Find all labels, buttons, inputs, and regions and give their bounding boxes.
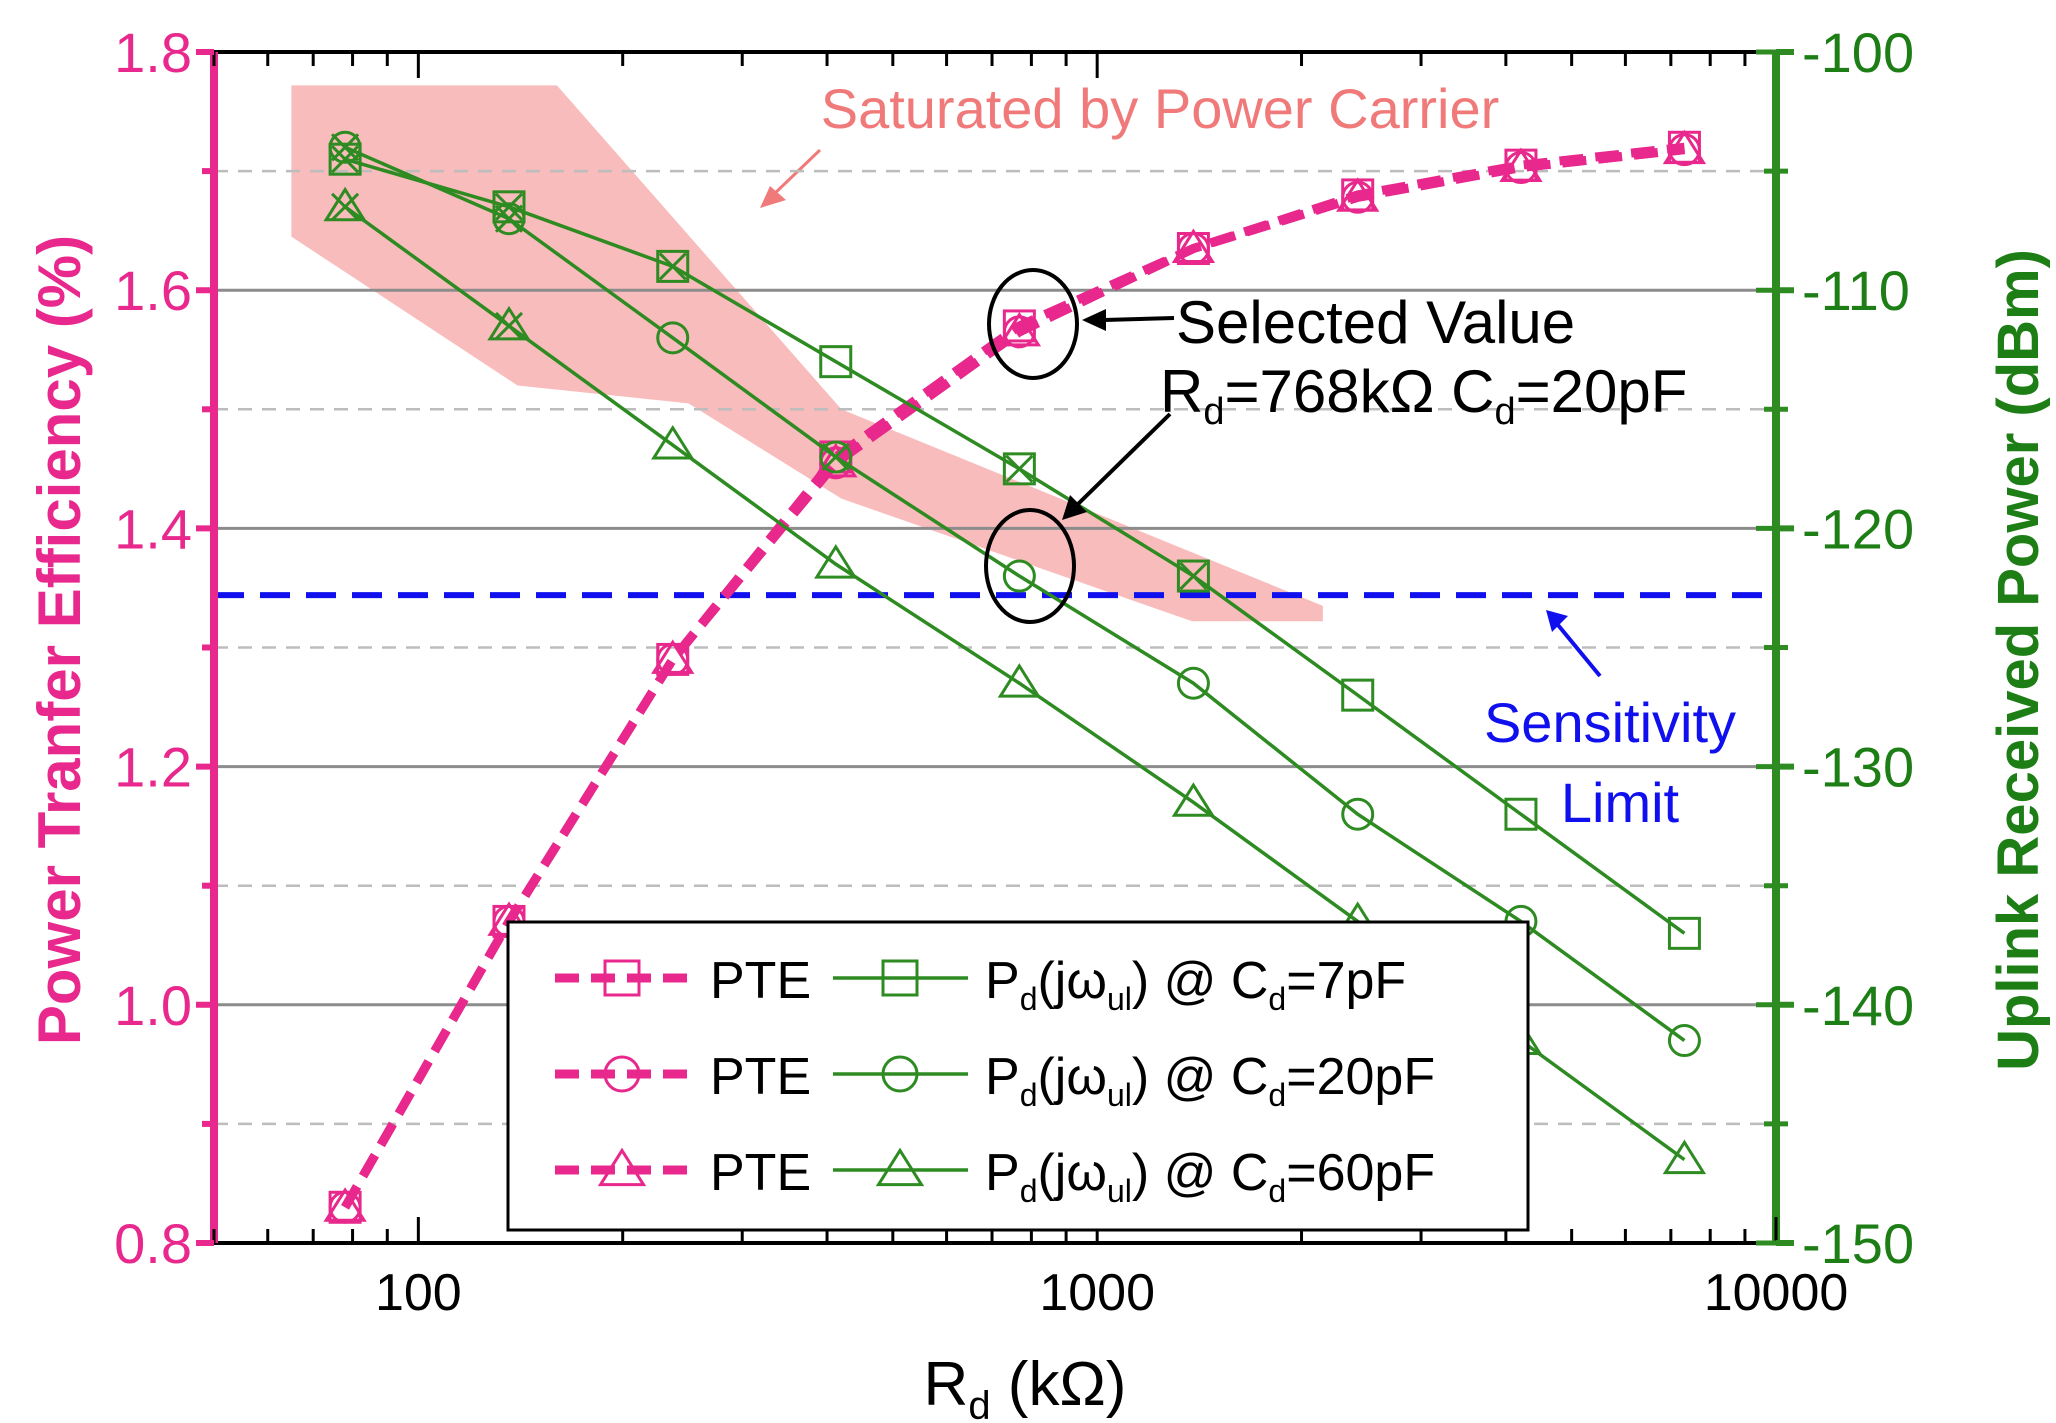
- series-5-point: [656, 321, 690, 355]
- saturated-cross-marker: [821, 442, 850, 472]
- series-3-point: [1171, 228, 1216, 263]
- legend-pte-marker: [603, 959, 641, 997]
- series-3-point: [323, 1187, 367, 1222]
- x-tick-label: 100: [375, 1264, 462, 1322]
- y-left-tick-label: 0.8: [114, 1212, 192, 1275]
- y-right-tick-label: -120: [1802, 497, 1914, 560]
- x-axis-title: Rd (kΩ): [924, 1350, 1127, 1423]
- selected-arrow-2-head: [1062, 495, 1087, 520]
- series-4-point: [1667, 916, 1701, 950]
- series-6-point: [1171, 782, 1216, 817]
- series-4-point: [1002, 452, 1036, 486]
- y-left-tick-label: 1.0: [114, 974, 192, 1037]
- selected-pte-ellipse: [987, 268, 1079, 380]
- series-6-point: [487, 305, 531, 341]
- y-axis-title-left: Power Tranfer Efficiency (%): [26, 235, 93, 1045]
- series-3-point: [997, 311, 1042, 347]
- series-3-point: [1499, 147, 1543, 182]
- legend-pd-label-1: Pd(jωul) @ Cd=7pF: [985, 952, 1406, 1017]
- saturated-cross-marker: [1179, 561, 1208, 591]
- saturated-cross-marker: [331, 192, 360, 221]
- selected-value-label: Selected Value: [1176, 289, 1575, 356]
- series-3-point: [651, 639, 695, 674]
- selected-arrow-2-shaft: [1075, 412, 1172, 507]
- sensitivity-arrow-head: [1546, 610, 1568, 632]
- y-right-tick-label: -140: [1802, 974, 1914, 1037]
- y-left-tick-label: 1.2: [114, 736, 192, 799]
- saturated-cross-marker: [331, 145, 360, 174]
- annotation-shapes: [984, 268, 1175, 624]
- legend-pte-label-2: PTE: [710, 1048, 811, 1106]
- series-5-point: [819, 440, 853, 474]
- y-right-tick-label: -110: [1802, 259, 1910, 322]
- y-left-tick-label: 1.4: [114, 497, 192, 560]
- saturation-region: [291, 85, 1323, 622]
- series-5-point: [1002, 559, 1036, 593]
- legend-pte-label-1: PTE: [710, 952, 811, 1010]
- legend-pd-marker: [875, 1147, 925, 1187]
- saturated-arrow-head: [760, 186, 786, 208]
- legend-pd-label-2: Pd(jωul) @ Cd=20pF: [985, 1048, 1435, 1113]
- saturated-cross-marker: [331, 133, 360, 162]
- series-4-point: [1504, 797, 1538, 831]
- y-left-tick-label: 1.6: [114, 259, 192, 322]
- series-3-point: [1336, 177, 1380, 212]
- series-5-point: [1667, 1024, 1701, 1058]
- series-6-point: [323, 186, 367, 222]
- series-line-3: [341, 145, 1685, 1210]
- sensitivity-label-line1: Sensitivity: [1484, 691, 1736, 754]
- series-5-point: [328, 130, 362, 164]
- saturated-arrow-shaft: [770, 148, 822, 198]
- saturation-region-layer: [291, 85, 1323, 622]
- selected-arrow-1-head: [1082, 309, 1106, 331]
- series-5-point: [492, 202, 526, 236]
- legend-pd-marker: [881, 959, 919, 997]
- y-right-tick-label: -150: [1802, 1212, 1914, 1275]
- legend: PTE PTE PTE Pd(jωul) @ Cd=7pF Pd(jωul) @…: [506, 920, 1530, 1232]
- saturated-label: Saturated by Power Carrier: [821, 77, 1500, 140]
- series-3-point: [1662, 129, 1707, 165]
- saturated-cross-marker: [494, 204, 524, 233]
- series-6-point: [1662, 1139, 1707, 1175]
- series-4-point: [1341, 678, 1375, 712]
- sensitivity-limit-layer: [214, 592, 1776, 678]
- axes: 100 1000 10000 0.8 1.0 1.2 1.4 1.6 1.8 -150 -140 -1…: [114, 21, 1914, 1322]
- saturated-cross-marker: [658, 252, 687, 281]
- series-4-point: [819, 345, 853, 379]
- series-4-point: [328, 142, 362, 176]
- legend-pte-marker: [603, 1055, 641, 1093]
- selected-arrow-1-shaft: [1103, 316, 1175, 322]
- series-6-point: [814, 544, 858, 579]
- series-5-point: [1176, 666, 1210, 700]
- y-left-tick-label: 1.8: [114, 21, 192, 84]
- series-5-point: [1341, 797, 1375, 831]
- legend-samples: [555, 959, 968, 1187]
- series-6-point: [651, 424, 695, 460]
- sensitivity-label-line2: Limit: [1561, 771, 1680, 834]
- series-4-point: [656, 249, 690, 283]
- selected-power-ellipse: [984, 508, 1076, 624]
- x-tick-label: 10000: [1704, 1264, 1849, 1322]
- series-6-point: [997, 663, 1042, 698]
- y-right-tick-label: -100: [1802, 21, 1914, 84]
- legend-pd-label-3: Pd(jωul) @ Cd=60pF: [985, 1144, 1435, 1209]
- saturated-cross-marker: [1005, 454, 1034, 483]
- series-layer: [323, 129, 1707, 1224]
- series-4-point: [492, 190, 526, 224]
- y-axis-title-right: Uplink Received Power (dBm): [1986, 249, 2051, 1071]
- selected-params-label: Rd=768kΩ Cd=20pF: [1160, 358, 1687, 433]
- saturated-cross-marker: [494, 311, 524, 340]
- legend-pte-label-3: PTE: [710, 1144, 811, 1202]
- x-tick-label: 1000: [1039, 1264, 1155, 1322]
- sensitivity-arrow-shaft: [1556, 623, 1602, 678]
- series-line-5: [344, 145, 1686, 1042]
- series-4-point: [1176, 559, 1210, 593]
- saturated-cross-marker: [494, 192, 524, 221]
- y-right-tick-label: -130: [1802, 736, 1914, 799]
- legend-pd-marker: [881, 1055, 919, 1093]
- legend-pte-marker: [597, 1147, 647, 1187]
- series-3-point: [814, 442, 858, 478]
